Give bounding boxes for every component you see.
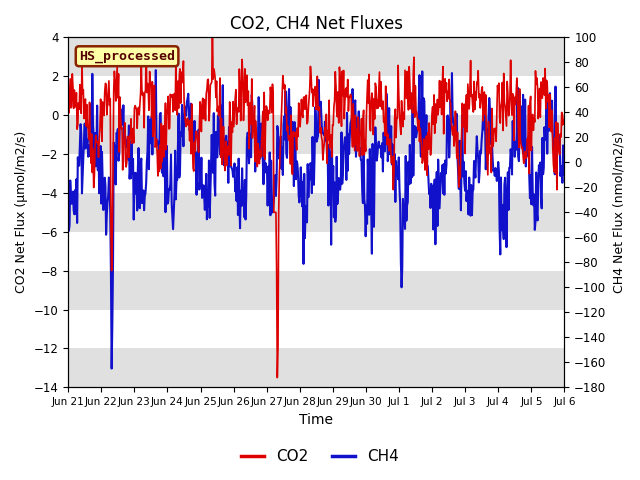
Legend: CO2, CH4: CO2, CH4: [236, 443, 404, 470]
Bar: [68, 37, 564, 76]
Y-axis label: CO2 Net Flux (μmol/m2/s): CO2 Net Flux (μmol/m2/s): [15, 131, 28, 293]
X-axis label: Time: Time: [300, 413, 333, 427]
Bar: [68, 115, 564, 154]
Bar: [68, 193, 564, 232]
Text: HS_processed: HS_processed: [79, 49, 175, 63]
Y-axis label: CH4 Net Flux (nmol/m2/s): CH4 Net Flux (nmol/m2/s): [612, 132, 625, 293]
Bar: [68, 348, 564, 387]
Bar: [68, 271, 564, 310]
Title: CO2, CH4 Net Fluxes: CO2, CH4 Net Fluxes: [230, 15, 403, 33]
